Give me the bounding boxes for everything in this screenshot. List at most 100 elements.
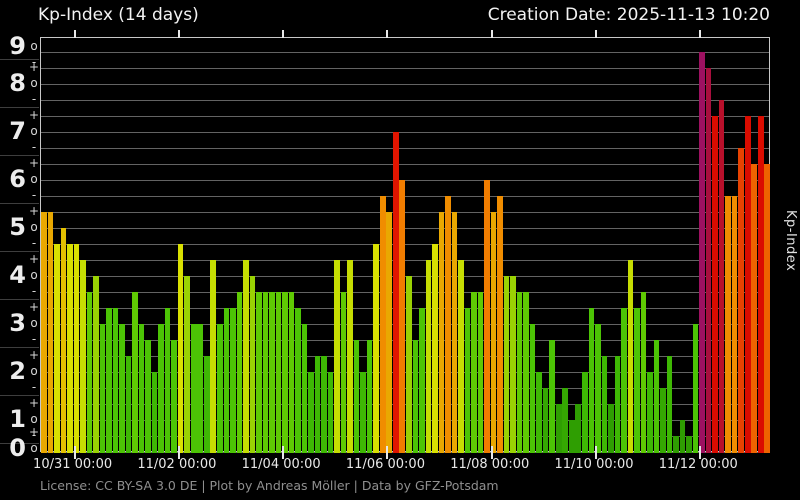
- gutter-separator: [0, 443, 39, 444]
- y-subtick-label: o: [30, 412, 38, 426]
- kp-bar: [86, 291, 93, 453]
- kp-bar: [725, 195, 731, 453]
- kp-bar: [243, 260, 249, 453]
- kp-bar: [595, 324, 601, 453]
- kp-bar: [464, 308, 471, 453]
- y-tick-label: 8: [9, 69, 26, 97]
- kp-bar: [392, 132, 399, 453]
- kp-bar: [125, 356, 132, 453]
- kp-bar: [73, 243, 80, 453]
- kp-bar: [581, 372, 588, 453]
- kp-bar: [47, 212, 54, 453]
- license-text: License: CC BY-SA 3.0 DE | Plot by Andre…: [40, 478, 499, 493]
- kp-bar: [712, 116, 718, 453]
- y-subtick-label: +: [29, 108, 40, 122]
- gutter-separator: [0, 395, 39, 396]
- gridline: [41, 68, 769, 69]
- y-subtick-label: o: [30, 39, 38, 53]
- bottom-tick-mark: [699, 446, 702, 459]
- kp-bar: [634, 308, 640, 453]
- top-tick-mark: [177, 30, 180, 38]
- kp-bar: [262, 291, 269, 453]
- y-subtick-label: o: [30, 76, 38, 90]
- kp-bar: [275, 291, 282, 453]
- kp-bar: [445, 195, 451, 453]
- x-tick-label: 10/31 00:00: [33, 457, 113, 472]
- x-tick-label: 11/02 00:00: [137, 457, 217, 472]
- y-subtick-label: -: [31, 284, 37, 298]
- kp-bar: [640, 291, 647, 453]
- plot-area: [40, 30, 771, 459]
- kp-bar: [334, 260, 340, 453]
- kp-bar: [223, 308, 230, 453]
- kp-bar: [660, 387, 666, 453]
- y-subtick-label: -: [31, 140, 37, 154]
- y-tick-label: 3: [9, 309, 26, 337]
- kp-bar: [236, 291, 243, 453]
- kp-bar: [295, 308, 301, 453]
- kp-bar: [314, 356, 321, 453]
- kp-bar: [484, 180, 490, 453]
- y-subtick-label: +: [29, 156, 40, 170]
- kp-bar: [432, 243, 438, 453]
- y-subtick-label: +: [29, 348, 40, 362]
- bottom-tick-mark: [177, 446, 180, 459]
- kp-bar: [138, 324, 145, 453]
- gridline: [41, 84, 769, 85]
- bottom-tick-mark: [386, 446, 389, 459]
- kp-bar: [419, 308, 425, 453]
- kp-bar: [366, 339, 373, 453]
- top-tick-mark: [490, 30, 493, 38]
- kp-bar: [627, 260, 634, 453]
- bottom-tick-mark: [282, 446, 285, 459]
- kp-bar: [249, 276, 256, 453]
- y-tick-label: 2: [9, 357, 26, 385]
- y-subtick-label: -: [31, 92, 37, 106]
- y-axis-title: Kp-Index: [783, 210, 798, 272]
- kp-bar: [516, 291, 523, 453]
- kp-bar: [549, 339, 555, 453]
- y-subtick-label: +: [29, 396, 40, 410]
- top-tick-mark: [386, 30, 389, 38]
- kp-bar: [497, 195, 503, 453]
- kp-bar: [738, 147, 745, 453]
- y-subtick-label: -: [31, 332, 37, 346]
- kp-bar: [764, 164, 771, 453]
- kp-bar: [282, 291, 288, 453]
- kp-bar: [562, 387, 569, 453]
- kp-bar: [477, 291, 484, 453]
- gutter-separator: [0, 203, 39, 204]
- kp-bar: [353, 339, 360, 453]
- kp-bar: [555, 404, 562, 453]
- top-tick-mark: [73, 30, 76, 38]
- kp-bar: [373, 243, 380, 453]
- gridline: [41, 164, 769, 165]
- kp-bar: [256, 291, 262, 453]
- y-tick-label: 0: [9, 434, 26, 462]
- kp-bar: [301, 324, 308, 453]
- gridline: [41, 52, 769, 53]
- y-subtick-label: o: [30, 441, 38, 455]
- kp-bar: [171, 339, 177, 453]
- gutter-separator: [0, 59, 39, 60]
- kp-bar: [106, 308, 112, 453]
- kp-bar: [119, 324, 125, 453]
- kp-bar: [614, 356, 621, 453]
- kp-bar: [145, 339, 151, 453]
- kp-bar: [542, 387, 549, 453]
- kp-bar: [647, 372, 653, 453]
- kp-bar: [653, 339, 660, 453]
- kp-bar: [666, 356, 673, 453]
- kp-bar: [379, 195, 386, 453]
- kp-bar: [529, 324, 536, 453]
- y-subtick-label: o: [30, 124, 38, 138]
- creation-date: Creation Date: 2025-11-13 10:20: [487, 5, 770, 25]
- kp-bar: [151, 372, 158, 453]
- kp-bar: [490, 212, 497, 453]
- kp-bar: [601, 356, 608, 453]
- top-tick-mark: [699, 30, 702, 38]
- kp-bar: [386, 212, 393, 453]
- kp-bar: [158, 324, 164, 453]
- gridline: [41, 116, 769, 117]
